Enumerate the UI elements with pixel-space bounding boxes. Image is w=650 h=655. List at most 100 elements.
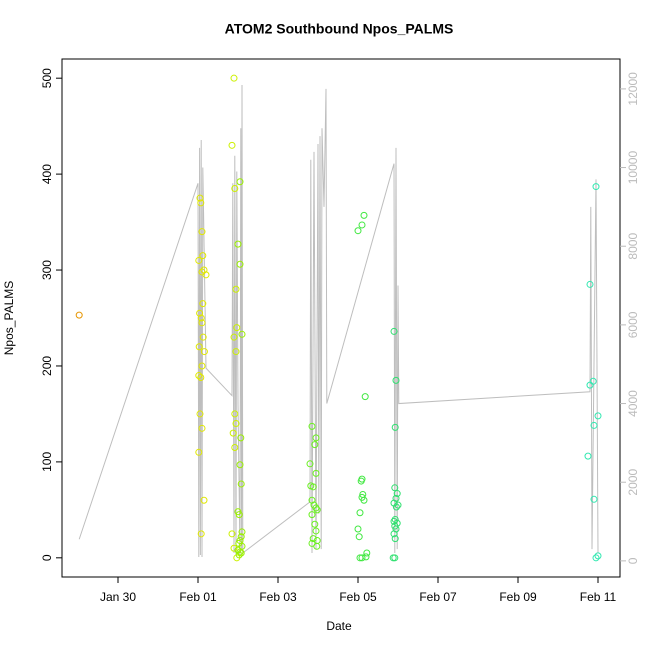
data-point — [354, 525, 362, 533]
data-point — [195, 343, 203, 351]
data-point — [358, 221, 366, 229]
data-point — [235, 551, 243, 559]
data-point — [196, 410, 204, 418]
data-point — [360, 211, 368, 219]
x-tick-label: Jan 30 — [100, 590, 136, 604]
data-point — [592, 183, 600, 191]
data-point — [590, 495, 598, 503]
data-point — [391, 515, 399, 523]
data-point — [308, 511, 316, 519]
data-point — [230, 544, 238, 552]
data-point — [236, 461, 244, 469]
data-point — [196, 309, 204, 317]
data-point — [229, 429, 237, 437]
y-axis-label: Npos_PALMS — [2, 281, 16, 355]
data-point — [236, 260, 244, 268]
data-point — [394, 501, 402, 509]
data-point — [238, 330, 246, 338]
data-point — [311, 520, 319, 528]
data-point — [198, 319, 206, 327]
data-point — [312, 527, 320, 535]
data-point — [308, 422, 316, 430]
y-tick-label: 400 — [40, 164, 54, 184]
data-point — [232, 420, 240, 428]
data-point — [390, 530, 398, 538]
data-point — [228, 141, 236, 149]
y-tick-label: 500 — [40, 68, 54, 88]
data-point — [362, 553, 370, 561]
data-point — [594, 552, 602, 560]
x-axis-label: Date — [326, 619, 352, 633]
y2-tick-label: 12000 — [626, 72, 640, 106]
data-point — [356, 554, 364, 562]
data-point — [363, 549, 371, 557]
data-point — [594, 412, 602, 420]
data-point — [200, 496, 208, 504]
y2-tick-label: 0 — [626, 557, 640, 564]
data-point — [231, 444, 239, 451]
y2-tick-label: 2000 — [626, 469, 640, 496]
data-point — [391, 484, 399, 492]
data-point — [313, 506, 321, 514]
data-point — [313, 542, 321, 550]
data-point — [230, 74, 238, 82]
data-point — [592, 554, 600, 562]
y-tick-label: 0 — [40, 554, 54, 561]
data-point — [360, 496, 368, 504]
data-point — [584, 452, 592, 460]
data-point — [391, 535, 399, 543]
data-point — [236, 178, 244, 186]
data-point — [311, 441, 319, 449]
plot-frame — [61, 58, 621, 578]
data-point — [230, 333, 238, 341]
y-tick-label: 100 — [40, 452, 54, 472]
x-tick-label: Feb 05 — [339, 590, 377, 604]
x-tick-label: Feb 01 — [179, 590, 217, 604]
data-point — [198, 424, 206, 432]
data-point — [354, 227, 362, 235]
data-point — [312, 504, 320, 512]
data-point — [586, 381, 594, 389]
data-point — [356, 509, 364, 517]
data-point — [586, 280, 594, 288]
data-point — [312, 469, 320, 477]
data-point — [590, 421, 598, 429]
chart-title: ATOM2 Southbound Npos_PALMS — [225, 21, 454, 37]
data-point — [312, 434, 320, 442]
data-point — [202, 271, 210, 279]
data-point — [390, 327, 398, 335]
data-point — [392, 503, 400, 511]
data-point — [195, 448, 203, 456]
data-point — [238, 528, 246, 536]
data-point — [233, 324, 241, 332]
data-line — [78, 84, 599, 557]
data-point — [231, 410, 239, 418]
y-tick-label: 300 — [40, 260, 54, 280]
data-point — [197, 530, 205, 538]
data-point — [236, 548, 244, 556]
y2-tick-label: 8000 — [626, 233, 640, 260]
data-point — [237, 434, 245, 442]
data-point — [197, 373, 205, 381]
data-point — [237, 549, 245, 557]
y2-tick-label: 10000 — [626, 151, 640, 185]
data-point — [198, 228, 206, 236]
data-point — [232, 285, 240, 293]
data-point — [306, 460, 314, 468]
data-point — [231, 185, 239, 192]
data-point — [235, 511, 243, 519]
x-tick-label: Feb 03 — [259, 590, 297, 604]
data-point — [197, 199, 205, 207]
data-point — [355, 533, 363, 541]
y2-tick-label: 4000 — [626, 390, 640, 417]
data-point — [237, 533, 245, 541]
data-point — [237, 480, 245, 488]
data-point — [357, 477, 365, 485]
y2-tick-label: 6000 — [626, 311, 640, 338]
data-point — [198, 362, 206, 370]
data-point — [390, 499, 398, 507]
data-point — [358, 554, 366, 562]
data-point — [75, 311, 83, 319]
data-point — [309, 535, 317, 543]
